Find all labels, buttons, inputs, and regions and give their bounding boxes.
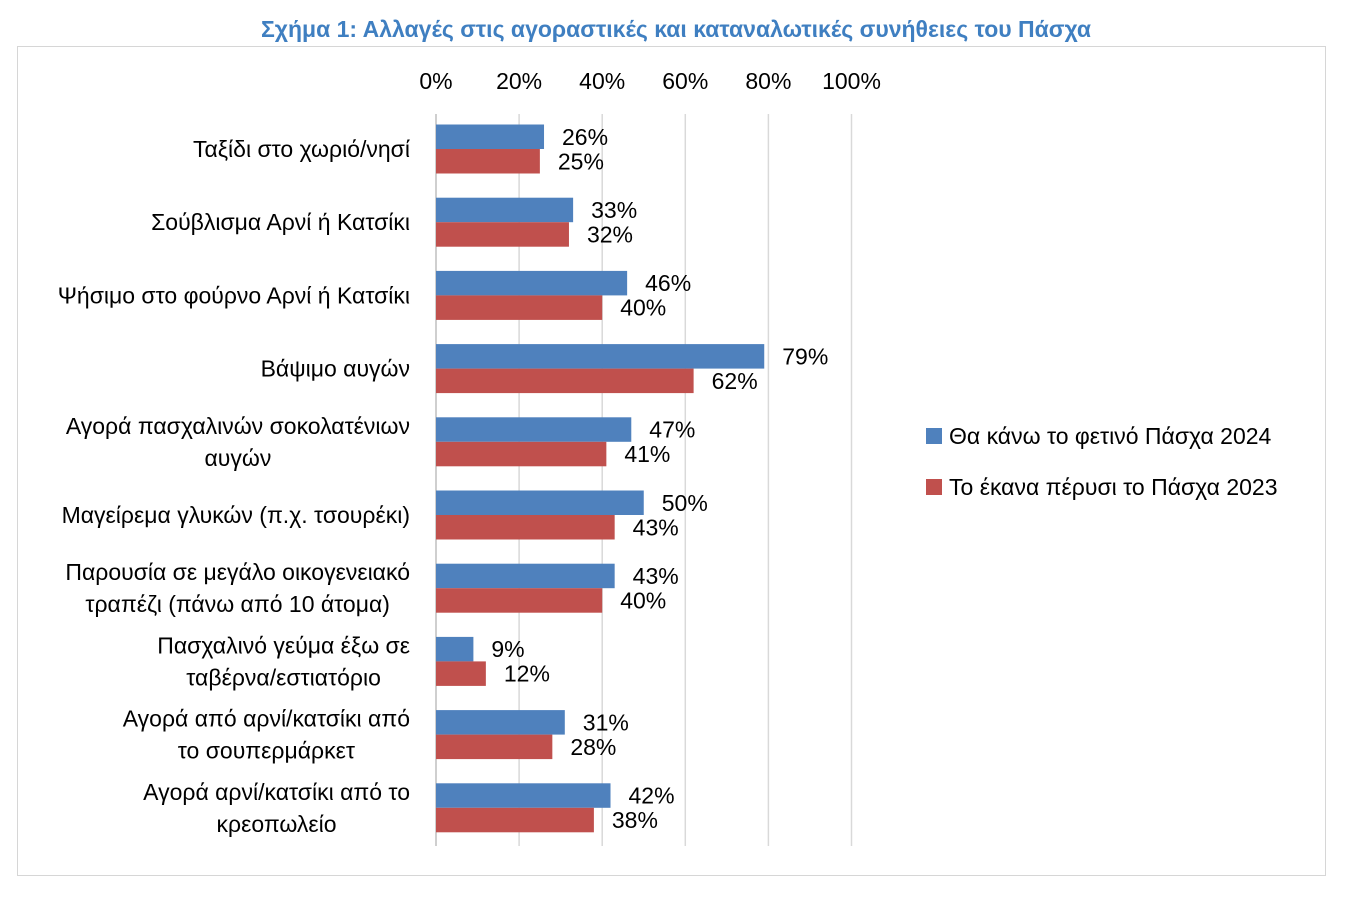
data-label: 40% [620,587,666,613]
legend-swatch [926,428,942,444]
category-label: Αγορά από αρνί/κατσίκι από [123,706,410,732]
x-tick-label: 60% [662,68,708,94]
x-tick-label: 20% [496,68,542,94]
data-label: 26% [562,124,608,150]
category-labels: Ταξίδι στο χωριό/νησί Σούβλισμα Αρνί ή Κα… [58,136,410,837]
data-label: 9% [491,636,524,662]
bar-series-1 [436,197,574,223]
x-tick-label: 80% [745,68,791,94]
bar-series-2 [436,515,615,540]
bar-series-2 [436,588,603,613]
data-label: 62% [712,368,758,394]
category-label: κρεοπωλείο [217,811,337,837]
category-label: Σούβλισμα Αρνί ή Κατσίκι [151,209,410,235]
x-axis-ticks: 0% 20% 40% 60% 80% 100% [419,68,881,94]
bar-series-2 [436,295,603,320]
data-label: 50% [662,490,708,516]
legend-swatch [926,479,942,495]
x-tick-label: 40% [579,68,625,94]
category-label: τραπέζι (πάνω από 10 άτομα) [85,591,390,617]
data-label: 47% [649,417,695,443]
bar-series-1 [436,636,474,662]
data-label: 31% [583,709,629,735]
bar-series-2 [436,222,569,247]
category-label: το σουπερμάρκετ [178,738,355,764]
category-label: ταβέρνα/εστιατόριο [186,664,381,690]
data-label: 25% [558,148,604,174]
data-label: 41% [624,441,670,467]
chart-frame [17,46,1326,876]
bar-series-2 [436,368,694,394]
bar-series-1 [436,710,565,735]
legend-label: Το έκανα πέρυσι το Πάσχα 2023 [949,474,1278,500]
data-label: 38% [612,807,658,833]
category-label: Ψήσιμο στο φούρνο Αρνί ή Κατσίκι [58,282,410,308]
bar-series-1 [436,344,765,369]
category-label: Μαγείρεμα γλυκών (π.χ. τσουρέκι) [62,502,410,528]
data-label: 79% [782,343,828,369]
data-label: 43% [633,563,679,589]
bar-series-2 [436,441,607,467]
bar-series-1 [436,270,628,296]
bar-series-1 [436,783,611,808]
category-label: Αγορά πασχαλινών σοκολατένιων [66,413,410,439]
data-label: 28% [570,734,616,760]
x-tick-label: 0% [419,68,452,94]
category-label: Παρουσία σε μεγάλο οικογενειακό [65,559,410,585]
bar-series-1 [436,563,615,589]
category-label: Πασχαλινό γεύμα έξω σε [157,632,410,658]
data-label: 43% [633,514,679,540]
bar-series-1 [436,490,644,515]
bar-series-1 [436,417,632,442]
category-label: Αγορά αρνί/κατσίκι από το [143,779,410,805]
x-tick-label: 100% [822,68,881,94]
bar-series-2 [436,661,486,686]
bars: 26%25%33%32%46%40%79%62%47%41%50%43%43%4… [436,124,828,833]
data-label: 40% [620,295,666,321]
category-label: Ταξίδι στο χωριό/νησί [193,136,410,162]
data-label: 12% [504,661,550,687]
legend-label: Θα κάνω το φετινό Πάσχα 2024 [949,423,1272,449]
category-label: Βάψιμο αυγών [261,356,410,382]
bar-series-2 [436,734,553,760]
bar-series-2 [436,149,540,174]
data-label: 33% [591,197,637,223]
bar-series-2 [436,807,594,833]
chart-title: Σχήμα 1: Αλλαγές στις αγοραστικές και κα… [260,16,1092,42]
data-label: 42% [629,783,675,809]
legend: Θα κάνω το φετινό Πάσχα 2024 Το έκανα πέρ… [926,423,1278,500]
data-label: 32% [587,221,633,247]
data-label: 46% [645,270,691,296]
category-label: αυγών [205,445,272,471]
bar-series-1 [436,124,545,149]
